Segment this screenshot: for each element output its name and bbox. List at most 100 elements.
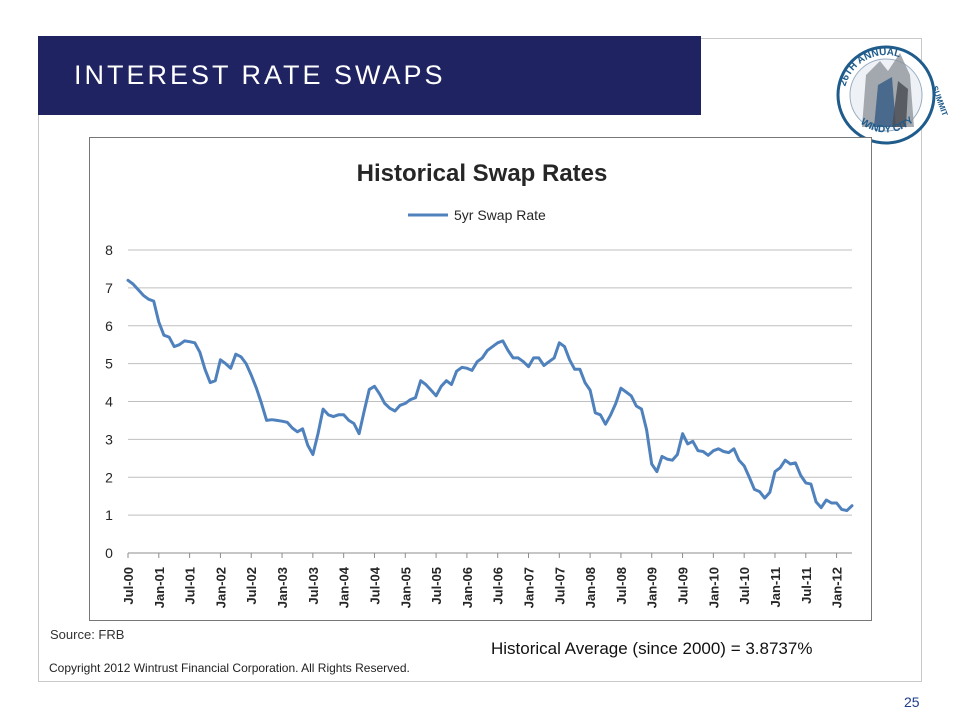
data-point <box>183 340 186 342</box>
data-point <box>337 414 340 416</box>
x-tick-label-Jan-01: Jan-01 <box>152 567 167 608</box>
chart-container: Historical Swap Rates 5yr Swap Rate 0 1 2 3… <box>89 137 872 621</box>
data-point <box>307 444 309 446</box>
data-point <box>142 294 144 296</box>
data-point <box>399 404 401 406</box>
data-point <box>646 429 648 431</box>
data-point <box>676 453 679 456</box>
data-point <box>661 455 663 457</box>
x-tick-label-Jul-01: Jul-01 <box>183 567 198 605</box>
gridlines <box>127 249 852 558</box>
x-tick-label-Jan-07: Jan-07 <box>522 567 537 608</box>
x-tick-label-Jul-08: Jul-08 <box>614 567 629 605</box>
data-point <box>543 364 545 367</box>
data-point <box>296 431 298 433</box>
data-point <box>178 344 180 346</box>
data-point <box>445 380 447 382</box>
data-point <box>173 346 175 348</box>
data-point <box>830 502 833 504</box>
x-tick-label-Jul-07: Jul-07 <box>552 567 567 605</box>
data-point <box>476 361 478 363</box>
data-point <box>517 357 519 359</box>
data-point <box>533 357 535 359</box>
chart-legend: 5yr Swap Rate <box>408 207 546 223</box>
x-tick-label-Jan-05: Jan-05 <box>398 567 413 608</box>
data-point <box>481 357 483 359</box>
data-point <box>348 419 350 421</box>
data-point <box>353 422 355 425</box>
x-tick-label-Jan-08: Jan-08 <box>583 567 598 608</box>
data-point <box>671 459 673 461</box>
data-point <box>291 427 293 429</box>
data-point <box>373 385 376 387</box>
data-point <box>569 359 571 361</box>
data-point <box>538 357 540 359</box>
x-tick-label-Jul-11: Jul-11 <box>799 567 814 604</box>
data-point <box>230 367 232 369</box>
data-point <box>574 368 576 370</box>
data-point <box>127 279 129 281</box>
data-point <box>189 341 191 343</box>
data-point <box>764 497 766 499</box>
data-point <box>194 342 196 344</box>
data-point <box>199 351 201 353</box>
data-point <box>204 368 206 370</box>
legend-label-5yr-swap-rate: 5yr Swap Rate <box>454 207 546 223</box>
data-point <box>266 419 268 421</box>
data-point <box>147 298 150 300</box>
x-tick-label-Jan-10: Jan-10 <box>706 567 721 608</box>
windy-city-summit-logo: 26TH ANNUAL WINDY CITY SUMMIT <box>836 45 949 145</box>
data-point <box>779 467 781 469</box>
data-point <box>733 448 735 450</box>
data-point <box>425 383 427 386</box>
data-point <box>656 471 658 473</box>
data-point <box>794 462 797 464</box>
data-point <box>486 349 488 351</box>
data-point <box>784 459 786 461</box>
swap-rate-chart: Historical Swap Rates 5yr Swap Rate 0 1 2 3… <box>105 160 854 608</box>
x-tick-label-Jul-06: Jul-06 <box>491 567 506 605</box>
data-point <box>630 395 632 397</box>
y-axis-tick-labels: 0 1 2 3 4 5 6 7 8 <box>105 242 113 561</box>
data-point <box>748 476 750 478</box>
data-point <box>789 463 792 465</box>
data-point <box>610 414 612 416</box>
data-point <box>317 433 319 435</box>
data-point <box>553 357 555 359</box>
data-point <box>846 510 848 512</box>
y-tick-label-0: 0 <box>105 545 113 561</box>
data-point <box>682 433 684 435</box>
data-point <box>255 387 257 389</box>
data-point <box>620 387 622 389</box>
data-point <box>558 342 560 344</box>
data-point <box>322 408 324 410</box>
data-point <box>820 507 822 509</box>
data-point <box>312 453 314 456</box>
x-tick-label-Jan-02: Jan-02 <box>213 567 228 608</box>
data-point <box>471 369 473 371</box>
data-point <box>717 448 720 450</box>
x-tick-label-Jan-04: Jan-04 <box>337 566 352 608</box>
x-tick-label-Jan-09: Jan-09 <box>645 567 660 608</box>
data-point <box>456 370 458 372</box>
data-point <box>358 433 360 435</box>
data-point <box>507 349 509 351</box>
y-tick-label-3: 3 <box>105 431 113 447</box>
data-point <box>209 382 211 384</box>
data-point <box>461 366 463 368</box>
y-tick-label-4: 4 <box>105 394 113 410</box>
data-point <box>414 397 417 399</box>
data-point <box>420 380 422 382</box>
y-tick-label-8: 8 <box>105 242 113 258</box>
data-point <box>712 450 715 452</box>
x-tick-label-Jan-11: Jan-11 <box>768 567 783 607</box>
data-point <box>492 346 494 348</box>
data-point <box>276 419 278 421</box>
data-point <box>836 502 838 504</box>
data-point <box>235 353 237 355</box>
data-point <box>219 359 221 361</box>
data-point <box>702 450 704 453</box>
data-point <box>810 483 812 485</box>
data-point <box>404 402 406 404</box>
data-point <box>286 421 288 423</box>
